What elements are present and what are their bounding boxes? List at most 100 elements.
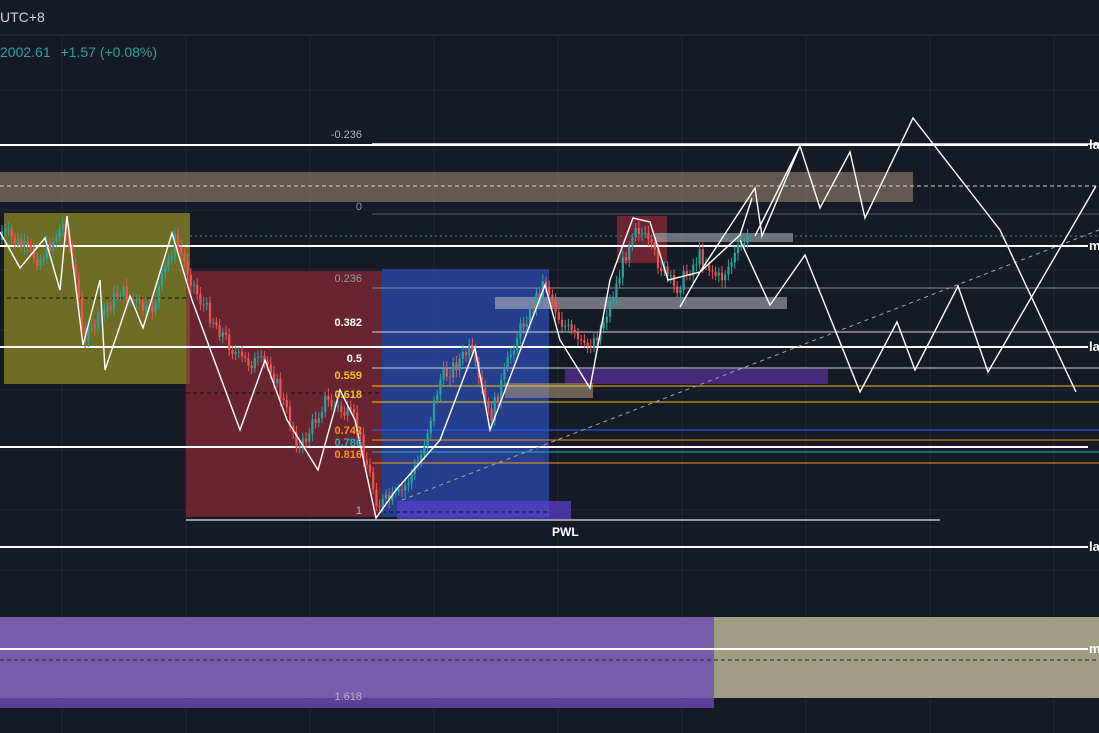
projection-path-3 [739,185,1097,394]
candle-body-39 [125,286,128,301]
candle-body-92 [295,432,298,448]
candle-body-11 [36,258,39,266]
candle-body-152 [487,401,490,409]
candle-body-120 [384,494,388,499]
candle-body-172 [551,294,554,301]
candle-body-185 [592,338,596,348]
candle-body-200 [640,233,644,235]
candle-body-79 [253,358,256,369]
fib-label-0.236: 0.236 [334,273,362,285]
candle-body-208 [666,266,669,277]
candle-body-231 [740,244,743,246]
candle-body-126 [404,485,407,491]
supply-zone-tan [0,172,913,202]
fib-label-0.786: 0.786 [334,437,362,449]
candle-body-50 [160,272,164,287]
candle-body-35 [112,292,116,309]
timezone-label: UTC+8 [0,9,45,25]
candle-body-176 [564,325,567,327]
candle-body-214 [685,271,688,275]
candle-body-49 [157,286,160,302]
candle-body-127 [407,483,410,486]
candle-body-6 [20,239,23,247]
candle-body-94 [301,438,304,447]
candle-body-166 [532,304,535,309]
candle-body-57 [183,254,186,262]
candle-body-163 [522,323,525,327]
candle-body-144 [461,351,464,360]
candle-body-29 [93,324,96,329]
candle-body-198 [634,227,637,238]
candle-body-41 [132,298,135,301]
candle-body-111 [356,412,359,431]
candle-body-160 [512,350,516,355]
candle-body-226 [724,274,727,281]
edge-label-3: la [1089,539,1099,554]
candle-body-233 [746,234,749,243]
candle-body-27 [87,325,90,342]
candle-body-158 [506,357,509,368]
candle-body-112 [359,430,362,435]
candle-body-224 [717,272,720,276]
fib-label-0.382: 0.382 [334,317,362,329]
candle-body-125 [400,489,404,491]
candle-body-4 [13,237,16,244]
fib-label-0.618: 0.618 [334,389,362,401]
candle-body-150 [480,376,484,388]
candle-body-138 [442,368,445,380]
candle-body-153 [490,408,493,421]
candle-body-171 [548,286,551,295]
candle-body-61 [196,284,199,295]
candle-body-108 [346,407,349,416]
candle-body-170 [544,281,548,287]
candle-body-28 [90,324,93,326]
candle-body-184 [589,346,592,348]
candle-body-195 [624,257,628,261]
candle-body-66 [212,322,215,324]
candle-body-97 [311,419,314,434]
candle-body-75 [240,351,244,357]
candle-body-17 [55,237,58,242]
candle-body-189 [605,316,608,323]
fib-label-1.618: 1.618 [334,691,362,703]
candle-body-201 [644,233,647,235]
candle-body-89 [285,399,288,408]
candle-body-13 [42,258,45,261]
fib-label--0.236: -0.236 [331,129,362,141]
candle-body-95 [304,438,308,442]
candle-body-202 [647,233,650,240]
candle-body-70 [224,332,228,335]
candle-body-119 [381,498,384,508]
candle-body-219 [701,249,704,266]
candle-body-99 [317,418,320,423]
candle-body-19 [61,223,64,230]
fib-label-0.559: 0.559 [334,370,362,382]
candle-body-217 [695,264,698,266]
candle-body-105 [336,405,340,407]
candle-body-52 [167,258,170,267]
projection-path-0 [0,197,753,520]
candle-body-44 [141,300,144,311]
candle-body-212 [679,289,682,293]
candle-body-211 [676,286,679,293]
edge-label-1: ma [1089,238,1099,253]
candle-body-81 [260,355,263,358]
candle-body-93 [298,446,301,448]
candle-body-18 [58,229,61,238]
candle-body-72 [231,350,234,354]
candle-body-45 [144,305,148,311]
candle-body-215 [688,274,692,276]
candle-body-132 [423,446,426,456]
candle-body-34 [109,306,112,309]
zone-khaki-bottom [714,617,1099,698]
candle-body-8 [26,241,29,245]
candle-body-227 [727,266,730,275]
candle-body-5 [16,239,20,244]
candle-body-118 [378,506,381,508]
candle-body-206 [660,267,663,272]
price-change: +1.57 (+0.08%) [60,44,158,60]
candle-body-1 [4,229,7,232]
candle-body-114 [365,459,368,465]
candle-body-62 [199,294,202,305]
